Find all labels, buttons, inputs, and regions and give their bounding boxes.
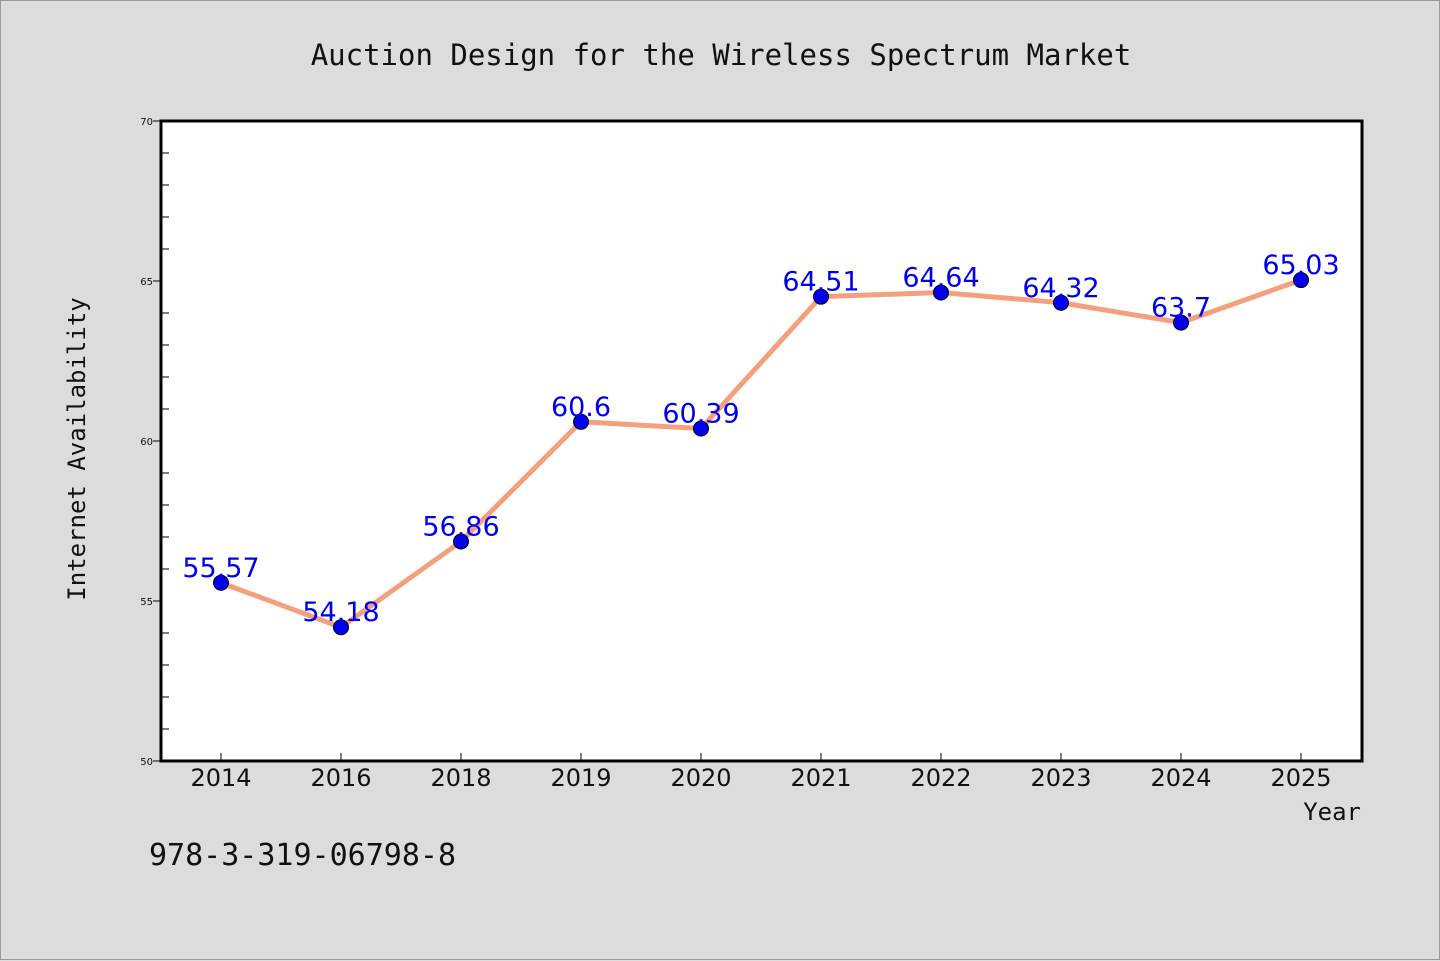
x-tick-label: 2021 — [790, 764, 851, 792]
data-label: 56.86 — [422, 511, 499, 542]
data-point — [813, 288, 829, 305]
x-tick-label: 2022 — [910, 764, 971, 792]
y-axis-ticks: 50 55 60 65 70 — [140, 117, 169, 768]
chart-title: Auction Design for the Wireless Spectrum… — [311, 38, 1132, 72]
data-label: 64.64 — [902, 263, 979, 294]
x-tick-label: 2014 — [190, 764, 251, 792]
data-label: 64.51 — [782, 267, 859, 298]
data-point — [693, 420, 709, 437]
x-tick-label: 2019 — [550, 764, 611, 792]
data-point — [933, 284, 949, 301]
x-axis-ticks: 2014 2016 2018 2019 2020 2021 2022 2023 2024 2025 — [190, 753, 1332, 792]
data-label: 65.03 — [1262, 250, 1339, 281]
data-label: 54.18 — [302, 597, 379, 628]
y-tick-label: 50 — [140, 757, 153, 768]
x-tick-label: 2018 — [430, 764, 491, 792]
data-point — [333, 619, 349, 636]
x-tick-label: 2024 — [1150, 764, 1211, 792]
plot-area — [159, 119, 1364, 763]
data-label: 55.57 — [182, 553, 259, 584]
y-tick-label: 65 — [140, 277, 153, 288]
y-axis-label: Internet Availability — [63, 297, 91, 600]
data-labels: 55.57 54.18 56.86 60.6 60.39 64.51 64.64 64.32 6… — [182, 250, 1339, 628]
series-line — [218, 277, 1304, 630]
x-axis-label: Year — [1303, 798, 1361, 826]
isbn-text: 978-3-319-06798-8 — [149, 838, 456, 873]
data-label: 64.32 — [1022, 273, 1099, 304]
x-tick-label: 2023 — [1030, 764, 1091, 792]
data-point — [213, 574, 229, 591]
data-point — [453, 533, 469, 550]
x-tick-label: 2016 — [310, 764, 371, 792]
x-tick-label: 2020 — [670, 764, 731, 792]
data-label: 60.6 — [551, 392, 611, 423]
y-tick-label: 55 — [140, 597, 153, 608]
y-tick-label: 70 — [140, 117, 153, 128]
series-layer — [213, 272, 1309, 636]
data-label: 63.7 — [1151, 293, 1211, 324]
data-label: 60.39 — [662, 399, 739, 430]
x-tick-label: 2025 — [1270, 764, 1331, 792]
data-point — [1293, 272, 1309, 289]
data-point — [1173, 314, 1189, 331]
data-point — [1053, 294, 1069, 311]
y-tick-label: 60 — [140, 437, 153, 448]
data-point — [573, 413, 589, 430]
